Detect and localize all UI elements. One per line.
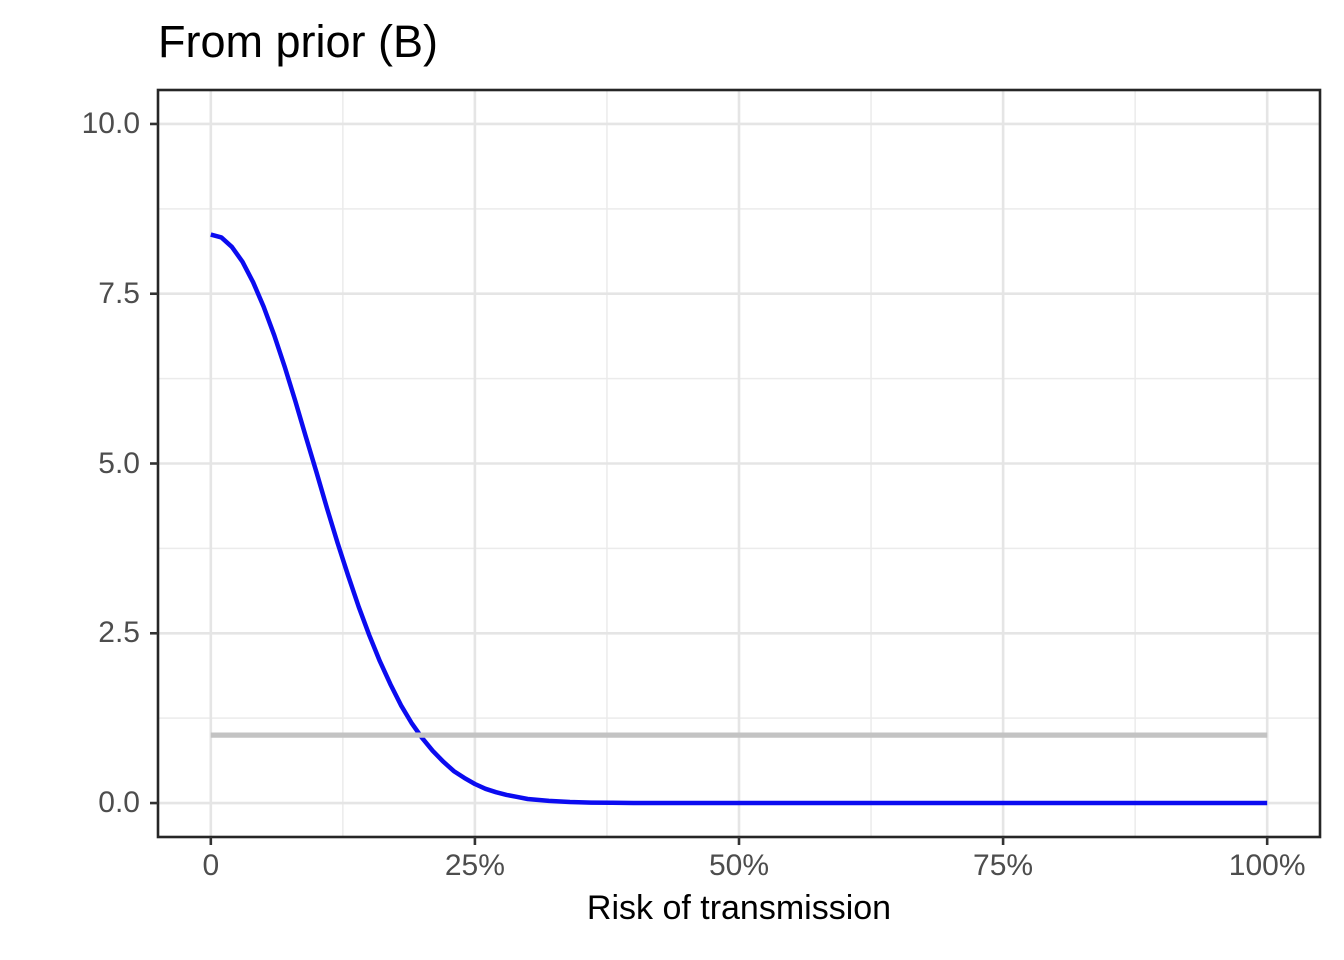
y-tick-label: 0.0 <box>98 786 140 820</box>
x-tick-label: 0 <box>202 849 220 882</box>
x-tick-label: 75% <box>973 849 1034 882</box>
y-tick-label: 7.5 <box>98 276 140 310</box>
y-tick-label: 10.0 <box>81 106 140 140</box>
y-tick-label: 5.0 <box>98 446 140 480</box>
x-tick-label: 50% <box>708 849 770 882</box>
x-tick-label: 25% <box>444 849 505 882</box>
chart-title: From prior (B) <box>158 16 438 67</box>
prior-density-curve <box>210 232 1268 806</box>
x-tick-label: 100% <box>1228 849 1306 882</box>
x-axis-title: Risk of transmission <box>586 889 892 927</box>
y-tick-label: 2.5 <box>98 616 140 650</box>
